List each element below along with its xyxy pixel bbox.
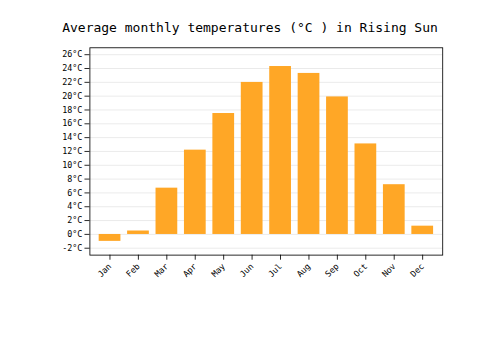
svg-text:-2°C: -2°C (62, 243, 82, 253)
svg-text:6°C: 6°C (67, 188, 82, 198)
svg-text:26°C: 26°C (62, 49, 82, 59)
svg-text:Apr: Apr (181, 261, 199, 279)
svg-text:Feb: Feb (124, 261, 142, 279)
svg-text:Nov: Nov (380, 261, 398, 279)
svg-text:16°C: 16°C (62, 118, 82, 128)
svg-text:Aug: Aug (294, 261, 312, 279)
html-text:Average monthly temperatures (: Average monthly temperatures (°C ) in Ri… (62, 20, 438, 35)
svg-text:Dec: Dec (408, 261, 426, 279)
svg-text:Jun: Jun (238, 261, 256, 279)
svg-text:Jan: Jan (96, 261, 114, 279)
svg-text:10°C: 10°C (62, 160, 82, 170)
svg-text:14°C: 14°C (62, 132, 82, 142)
svg-text:May: May (209, 261, 227, 279)
svg-text:22°C: 22°C (62, 77, 82, 87)
svg-text:0°C: 0°C (67, 229, 82, 239)
svg-text:20°C: 20°C (62, 91, 82, 101)
svg-text:Jul: Jul (266, 261, 284, 279)
svg-text:4°C: 4°C (67, 201, 82, 211)
svg-text:18°C: 18°C (62, 105, 82, 115)
svg-text:Sep: Sep (323, 261, 341, 279)
svg-text:2°C: 2°C (67, 215, 82, 225)
svg-text:Oct: Oct (351, 261, 369, 279)
svg-text:24°C: 24°C (62, 63, 82, 73)
svg-text:12°C: 12°C (62, 146, 82, 156)
svg-text:8°C: 8°C (67, 174, 82, 184)
svg-text:Mar: Mar (152, 261, 170, 279)
